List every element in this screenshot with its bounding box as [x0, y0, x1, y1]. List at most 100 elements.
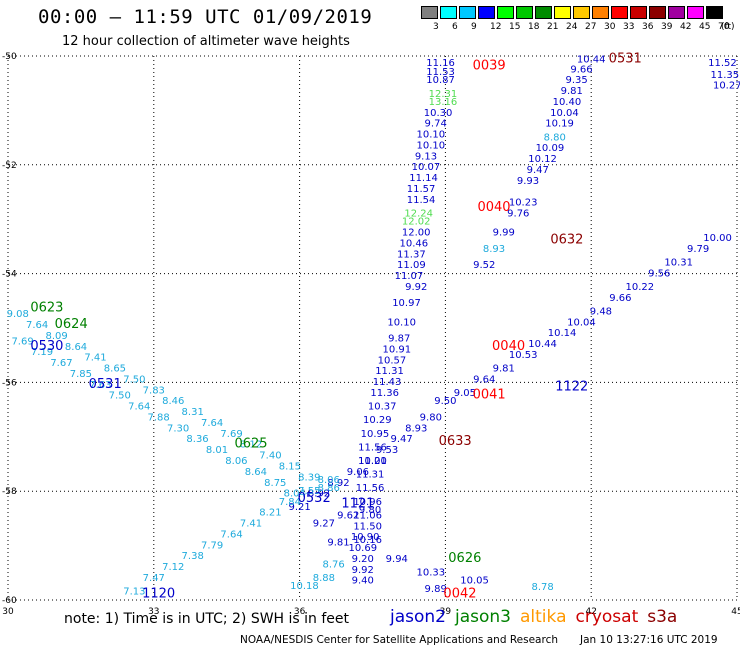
legend-label: 36 — [642, 22, 654, 32]
legend-label: 12 — [490, 22, 502, 32]
y-tick-label: -56 — [2, 378, 17, 388]
wave-height-value: 12.24 — [404, 208, 433, 219]
wave-height-value: 8.88 — [313, 573, 335, 584]
wave-height-value: 10.16 — [353, 535, 382, 546]
time-label: 0633 — [439, 434, 472, 449]
time-label: 0626 — [448, 551, 481, 566]
wave-height-value: 8.93 — [405, 423, 427, 434]
wave-height-value: 7.19 — [31, 347, 53, 358]
wave-height-value: 8.80 — [544, 132, 566, 143]
wave-height-value: 8.12 — [240, 440, 262, 451]
wave-height-value: 10.91 — [382, 344, 411, 355]
wave-height-value: 9.56 — [648, 268, 670, 279]
wave-height-value: 10.40 — [553, 97, 582, 108]
wave-height-value: 7.64 — [201, 418, 223, 429]
wave-height-value: 11.16 — [426, 58, 455, 69]
chart-title: 00:00 – 11:59 UTC 01/09/2019 — [38, 6, 373, 28]
legend-label: 70 — [718, 22, 730, 32]
legend-swatch — [687, 6, 704, 19]
wave-height-value: 11.35 — [711, 70, 740, 81]
footer-credit: NOAA/NESDIS Center for Satellite Applica… — [240, 634, 558, 646]
wave-height-value: 10.00 — [703, 233, 732, 244]
wave-height-value: 7.13 — [123, 587, 145, 598]
legend-swatch — [497, 6, 514, 19]
legend-label: 24 — [566, 22, 578, 32]
legend-label: 39 — [661, 22, 673, 32]
wave-height-value: 8.39 — [298, 472, 320, 483]
wave-height-value: 7.69 — [220, 429, 242, 440]
wave-height-value: 10.44 — [577, 55, 606, 66]
legend-label: 45 — [699, 22, 711, 32]
wave-height-value: 9.80 — [420, 412, 442, 423]
wave-height-value: 9.87 — [388, 334, 410, 345]
wave-height-value: 9.74 — [425, 119, 447, 130]
wave-height-value: 8.76 — [322, 559, 344, 570]
wave-height-value: 10.27 — [713, 81, 740, 92]
wave-height-value: 9.79 — [687, 244, 709, 255]
y-tick-label: -60 — [2, 596, 17, 606]
wave-height-value: 7.85 — [70, 369, 92, 380]
wave-height-value: 7.41 — [84, 353, 106, 364]
wave-height-value: 10.46 — [399, 238, 428, 249]
wave-height-value: 8.78 — [531, 582, 553, 593]
wave-height-value: 7.41 — [240, 519, 262, 530]
legend-unit: (ft) — [721, 22, 735, 32]
y-tick-label: -58 — [2, 487, 17, 497]
wave-height-value: 8.93 — [483, 244, 505, 255]
wave-height-value: 7.64 — [128, 402, 150, 413]
wave-height-value: 9.92 — [352, 565, 374, 576]
time-label: 0040 — [492, 339, 525, 354]
wave-height-value: 10.87 — [426, 75, 455, 86]
wave-height-value: 8.92 — [308, 489, 330, 500]
wave-height-value: 9.48 — [590, 306, 612, 317]
wave-height-value: 10.69 — [348, 543, 377, 554]
time-label: 0039 — [473, 59, 506, 74]
generation-timestamp: Jan 10 13:27:16 UTC 2019 — [580, 634, 718, 646]
wave-height-value: 10.33 — [416, 568, 445, 579]
wave-height-value: 10.04 — [550, 108, 579, 119]
wave-height-value: 11.53 — [426, 67, 455, 78]
legend-label: 3 — [433, 22, 439, 32]
wave-height-value: 10.23 — [509, 198, 538, 209]
wave-height-value: 11.50 — [353, 521, 382, 532]
wave-height-value: 8.65 — [104, 364, 126, 375]
wave-height-value: 8.86 — [318, 483, 340, 494]
legend-swatch — [573, 6, 590, 19]
wave-height-value: 11.07 — [395, 271, 424, 282]
wave-height-value: 9.62 — [337, 510, 359, 521]
wave-height-value: 10.37 — [368, 402, 397, 413]
wave-height-value: 8.64 — [245, 467, 267, 478]
wave-height-value: 8.01 — [206, 445, 228, 456]
wave-height-value: 9.52 — [473, 260, 495, 271]
wave-height-value: 7.67 — [50, 358, 72, 369]
wave-height-value: 8.92 — [327, 478, 349, 489]
wave-height-value: 7.69 — [11, 336, 33, 347]
wave-height-value: 7.50 — [123, 374, 145, 385]
wave-height-value: 8.15 — [279, 461, 301, 472]
x-tick-label: 33 — [148, 607, 159, 617]
wave-height-value: 10.07 — [412, 162, 441, 173]
wave-height-value: 9.27 — [313, 519, 335, 530]
wave-height-value: 10.97 — [392, 298, 421, 309]
wave-height-value: 9.93 — [517, 176, 539, 187]
wave-height-value: 9.53 — [376, 445, 398, 456]
wave-height-value: 9.81 — [327, 538, 349, 549]
wave-height-value: 7.83 — [143, 385, 165, 396]
wave-height-value: 7.84 — [279, 497, 301, 508]
x-tick-label: 45 — [731, 607, 740, 617]
legend-label: 9 — [471, 22, 477, 32]
time-label: 0624 — [55, 317, 88, 332]
satellite-label-s3a: s3a — [647, 607, 678, 627]
legend-label: 33 — [623, 22, 635, 32]
wave-height-value: 7.63 — [89, 380, 111, 391]
wave-height-value: 8.21 — [259, 508, 281, 519]
legend-swatch — [535, 6, 552, 19]
wave-height-value: 10.31 — [664, 257, 693, 268]
wave-height-value: 8.06 — [318, 475, 340, 486]
time-label: 0632 — [550, 233, 583, 248]
legend-swatch — [706, 6, 723, 19]
wave-height-value: 11.52 — [708, 58, 737, 69]
wave-height-value: 9.05 — [454, 388, 476, 399]
time-label: 0042 — [443, 586, 476, 601]
